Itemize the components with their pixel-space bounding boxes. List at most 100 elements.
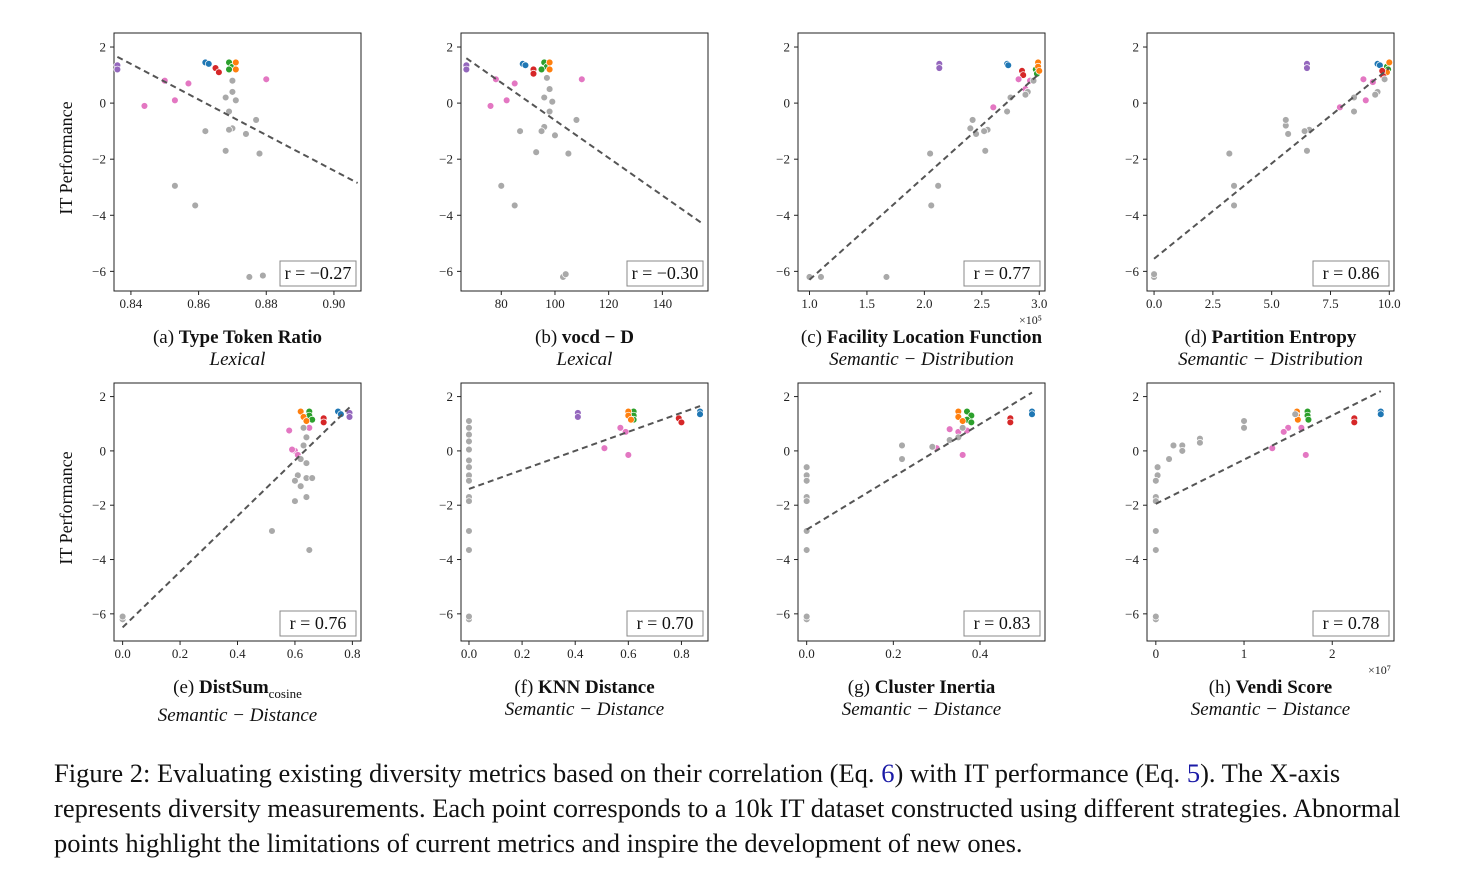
subplot-a: 0.84 0.86 0.88 0.90 2 0 −2 −4 −6 IT Performance r … [54,27,381,345]
data-point [529,69,538,78]
regression-line [121,406,351,629]
data-point [958,451,967,459]
correlation-box [626,260,704,287]
data-point [118,612,127,621]
y-tick-label: 0 [1133,96,1140,111]
subplot-caption: (d) Partition Entropy Semantic − Distribu… [1121,327,1421,371]
subplot-e: 0.0 0.2 0.4 0.6 0.8 2 0 −2 −4 −6 IT Performance r =… [54,377,381,695]
subplot-f: 0.0 0.2 0.4 0.6 0.8 2 0 −2 −4 −6 r = 0.70 [401,377,728,695]
data-point [1196,438,1204,447]
data-point [545,85,554,93]
data-point [1300,127,1309,135]
plot-frame [113,32,362,292]
x-tick-label: 0.8 [344,646,360,661]
x-axis-multiplier: ×10⁵ [1019,313,1042,327]
y-tick-label: 2 [1133,389,1140,404]
data-point [1006,418,1015,427]
data-point [299,424,308,432]
y-tick-label: 2 [100,40,107,55]
subplot-label: (c) [800,327,827,348]
scatter-plot: 1.0 1.5 2.0 2.5 3.0 2 0 −2 −4 −6 ×10⁵ r = 0.77 [776,32,1047,327]
subplot-title: vocd − D [561,327,634,348]
data-point [1225,149,1234,158]
x-tick-label: 7.5 [1322,296,1338,311]
metric-category: Semantic − Distance [1190,699,1351,720]
data-point [1362,96,1370,105]
data-point [204,60,213,68]
data-point [221,147,230,155]
y-tick-label: −6 [439,606,453,621]
data-point [958,424,967,432]
data-point [545,107,554,116]
regression-line [1153,67,1390,260]
equation-6-link[interactable]: 6 [881,758,895,788]
correlation-box [279,260,357,287]
correlation-label: r = −0.30 [632,263,699,283]
data-point [510,79,519,88]
data-point [1152,546,1160,554]
x-tick-label: 5.0 [1264,296,1280,311]
x-tick-label: 0.84 [120,296,143,311]
data-point [462,65,471,74]
data-point [171,96,179,105]
y-axis-label: IT Performance [56,451,76,564]
data-point [928,443,937,451]
data-point [1303,64,1311,72]
data-point [465,477,473,485]
scatter-plot: 0.0 0.2 0.4 0.6 0.8 2 0 −2 −4 −6 IT Performance r =… [56,382,362,661]
data-point [532,148,540,156]
data-point [228,76,237,85]
x-tick-label: 0.6 [287,646,304,661]
x-tick-label: 0.2 [514,646,530,661]
regression-line [1155,390,1382,505]
data-point [299,441,308,450]
subplot-caption: (b) vocd − D Lexical [435,327,735,371]
data-point [1028,410,1036,418]
y-tick-label: 0 [447,96,454,111]
data-point [201,127,210,135]
y-tick-label: 2 [784,389,791,404]
figure-caption: Figure 2: Evaluating existing diversity … [54,756,1424,861]
correlation-box [626,610,704,637]
data-point [302,493,311,501]
regression-line [806,391,1033,531]
data-point [345,413,354,421]
y-tick-label: −4 [1125,552,1139,567]
data-point [291,477,299,485]
subplot-b: 80 100 120 140 2 0 −2 −4 −6 r = −0.30 [401,27,728,345]
subplot-title: Facility Location Function [826,327,1043,348]
data-point [802,463,811,471]
data-point [1359,75,1368,84]
subplot-title: Vendi Score [1235,677,1333,698]
data-point [537,65,546,74]
subplot-c: 1.0 1.5 2.0 2.5 3.0 2 0 −2 −4 −6 ×10⁵ r = 0.77 [738,27,1065,345]
data-point [510,201,519,210]
correlation-box [963,610,1041,637]
y-tick-label: 2 [784,40,791,55]
x-tick-label: 0.0 [799,646,815,661]
subplot-title: Partition Entropy [1211,327,1357,348]
equation-5-link[interactable]: 5 [1186,758,1201,788]
data-point [1303,147,1311,155]
x-tick-label: 0.4 [972,646,989,661]
y-tick-label: −6 [92,606,106,621]
x-tick-label: 2.5 [1205,296,1221,311]
data-point [966,124,975,133]
data-point [1021,90,1030,99]
y-tick-label: 2 [447,389,454,404]
plot-frame [460,382,709,642]
metric-category: Semantic − Distance [157,704,318,726]
data-point [337,410,345,418]
data-point [926,149,934,158]
data-point [232,58,240,67]
subplot-title: DistSum [198,677,269,698]
data-point [572,116,581,124]
regression-line [468,405,701,490]
data-point [296,482,305,490]
y-tick-label: 2 [100,389,107,404]
metric-category: Lexical [556,349,613,370]
data-point [465,430,473,439]
correlation-box [279,610,357,637]
data-point [802,546,811,554]
data-point [958,417,967,425]
